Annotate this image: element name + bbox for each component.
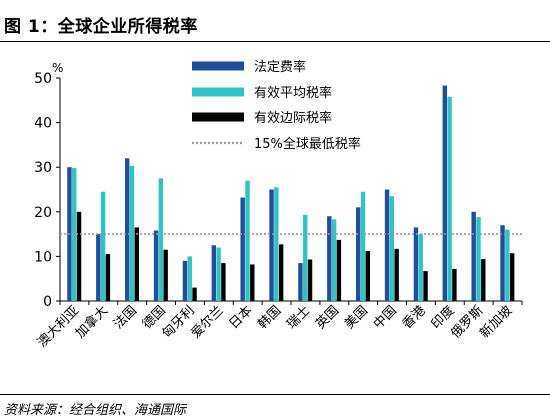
- y-tick-label: 20: [34, 205, 52, 221]
- bar-3: [509, 253, 515, 301]
- bar-1: [96, 234, 101, 301]
- x-tick-label: 美国: [342, 303, 371, 332]
- bar-3: [76, 211, 82, 301]
- bar-1: [298, 263, 303, 301]
- bar-1: [211, 245, 217, 301]
- bar-1: [327, 216, 332, 301]
- bar-1: [384, 189, 390, 301]
- bar-3: [278, 244, 284, 301]
- bar-1: [442, 85, 448, 301]
- bar-1: [182, 260, 188, 301]
- bar-1: [471, 211, 476, 301]
- x-tick-label: 瑞士: [284, 303, 313, 332]
- y-axis-unit: %: [52, 61, 63, 75]
- bar-2: [129, 165, 135, 301]
- bar-1: [153, 230, 159, 301]
- bar-3: [134, 227, 139, 301]
- bar-3: [307, 259, 313, 301]
- bar-1: [355, 207, 361, 301]
- bar-2: [505, 229, 510, 301]
- bar-3: [423, 271, 428, 301]
- bars: [67, 85, 515, 301]
- y-tick-label: 40: [34, 116, 52, 132]
- x-tick-label: 英国: [313, 303, 342, 332]
- bar-2: [303, 214, 308, 301]
- y-tick-label: 10: [34, 249, 52, 265]
- bar-2: [418, 234, 423, 301]
- legend-swatch: [192, 112, 244, 122]
- bar-2: [360, 191, 366, 301]
- legend-label: 有效平均税率: [254, 85, 332, 101]
- legend-label: 15%全球最低税率: [254, 136, 361, 152]
- bar-2: [158, 178, 164, 301]
- bar-2: [187, 256, 192, 301]
- bar-3: [481, 259, 486, 301]
- bar-3: [221, 263, 226, 301]
- x-tick-label: 法国: [111, 303, 140, 332]
- bar-1: [500, 225, 505, 301]
- legend-label: 有效边际税率: [254, 110, 332, 126]
- bar-3: [105, 254, 111, 301]
- bar-3: [250, 264, 255, 301]
- x-tick-label: 澳大利亚: [34, 303, 82, 351]
- legend-label: 法定费率: [254, 59, 306, 75]
- figure-title: 图 1：全球企业所得税率: [4, 17, 198, 37]
- y-tick-label: 0: [43, 294, 52, 310]
- bar-2: [216, 247, 221, 301]
- x-tick-label: 韩国: [255, 303, 284, 332]
- bar-2: [447, 96, 452, 301]
- legend-swatch: [192, 61, 244, 71]
- bar-2: [245, 180, 250, 301]
- y-tick-label: 30: [34, 160, 52, 176]
- x-tick-label: 中国: [371, 303, 400, 332]
- bar-3: [394, 248, 399, 301]
- bar-2: [100, 191, 106, 301]
- bar-3: [163, 249, 168, 301]
- bar-1: [413, 227, 419, 301]
- bar-1: [269, 189, 274, 301]
- bar-2: [274, 187, 279, 301]
- bar-2: [331, 219, 337, 301]
- bar-3: [336, 239, 342, 301]
- source-note: 资料来源：经合组织、海通国际: [4, 403, 187, 418]
- x-tick-label: 爱尔兰: [188, 303, 226, 341]
- y-tick-label: 50: [34, 71, 52, 87]
- title-bar: 图 1：全球企业所得税率: [0, 0, 550, 42]
- x-tick-label: 日本: [227, 303, 256, 332]
- bar-1: [240, 197, 245, 301]
- legend-swatch: [192, 87, 244, 97]
- x-tick-label: 加拿大: [72, 303, 111, 342]
- x-tick-label: 新加坡: [476, 303, 515, 342]
- bar-2: [72, 168, 77, 301]
- bar-2: [389, 196, 395, 301]
- bar-3: [452, 268, 457, 301]
- bar-3: [365, 251, 370, 301]
- bar-1: [124, 158, 130, 301]
- bar-3: [192, 287, 197, 301]
- bar-2: [476, 217, 481, 301]
- source-bar: 资料来源：经合组织、海通国际: [0, 394, 550, 420]
- x-tick-label: 香港: [400, 303, 429, 332]
